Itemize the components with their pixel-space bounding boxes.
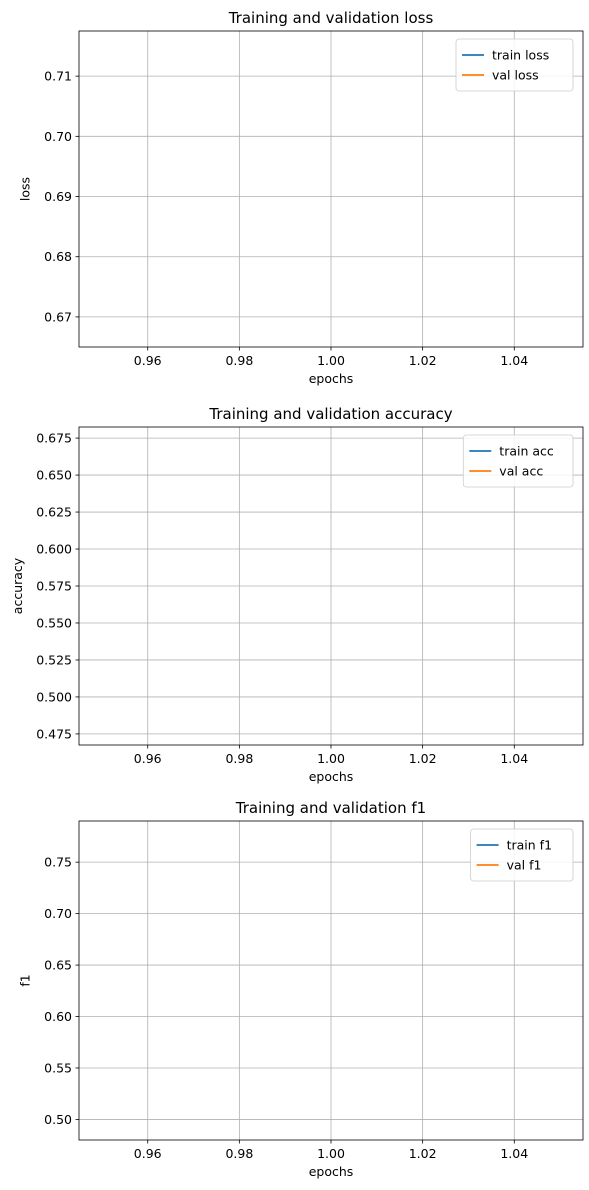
legend-box xyxy=(455,38,574,92)
y-tick-label: 0.50 xyxy=(44,1112,72,1127)
chart-2: 0.96 0.98 1.00 1.02 1.04 0.50 0.55 0.60 0.65 0.70… xyxy=(17,799,584,1179)
x-tick-label: 1.04 xyxy=(500,1146,528,1161)
legend-label-1: val acc xyxy=(499,464,543,479)
x-tick-label: 0.96 xyxy=(134,353,162,368)
x-tick-label: 1.00 xyxy=(317,353,345,368)
legend-label-0: train f1 xyxy=(507,838,552,853)
y-tick-label: 0.675 xyxy=(36,431,72,446)
y-tick-label: 0.475 xyxy=(36,726,72,741)
x-tick-label: 0.98 xyxy=(225,751,253,766)
x-axis-label: epochs xyxy=(309,1164,354,1179)
x-tick-label: 1.02 xyxy=(409,1146,437,1161)
x-tick-label: 0.96 xyxy=(134,751,162,766)
x-tick-label: 0.98 xyxy=(225,1146,253,1161)
legend: train f1 val f1 xyxy=(470,828,574,882)
y-tick-label: 0.70 xyxy=(44,129,72,144)
chart-0: 0.96 0.98 1.00 1.02 1.04 0.67 0.68 0.69 0.70 0.71… xyxy=(17,9,584,386)
y-tick-label: 0.71 xyxy=(44,69,72,84)
chart-title: Training and validation loss xyxy=(228,9,434,27)
x-tick-label: 1.04 xyxy=(500,353,528,368)
x-tick-label: 1.00 xyxy=(317,751,345,766)
chart-1: 0.96 0.98 1.00 1.02 1.04 0.475 0.500 0.525 0.550… xyxy=(10,405,584,784)
legend: train acc val acc xyxy=(462,434,574,488)
y-tick-label: 0.69 xyxy=(44,189,72,204)
y-tick-label: 0.525 xyxy=(36,652,72,667)
legend-label-0: train acc xyxy=(499,444,554,459)
y-tick-label: 0.600 xyxy=(36,542,72,557)
y-tick-label: 0.55 xyxy=(44,1060,72,1075)
x-tick-label: 1.00 xyxy=(317,1146,345,1161)
x-tick-label: 0.98 xyxy=(225,353,253,368)
y-tick-label: 0.650 xyxy=(36,468,72,483)
y-tick-label: 0.550 xyxy=(36,615,72,630)
x-axis-label: epochs xyxy=(309,371,354,386)
y-tick-label: 0.68 xyxy=(44,249,72,264)
y-tick-label: 0.60 xyxy=(44,1009,72,1024)
legend-box xyxy=(462,434,574,488)
y-axis-label: f1 xyxy=(17,974,32,986)
y-tick-label: 0.575 xyxy=(36,579,72,594)
legend-label-1: val loss xyxy=(492,68,539,83)
legend-label-1: val f1 xyxy=(507,858,542,873)
y-axis-label: accuracy xyxy=(10,557,25,614)
chart-title: Training and validation f1 xyxy=(235,799,426,817)
legend-box xyxy=(470,828,574,882)
x-tick-label: 1.02 xyxy=(409,751,437,766)
y-tick-label: 0.625 xyxy=(36,505,72,520)
x-tick-label: 1.04 xyxy=(500,751,528,766)
chart-title: Training and validation accuracy xyxy=(208,405,452,423)
y-tick-label: 0.75 xyxy=(44,855,72,870)
y-tick-label: 0.67 xyxy=(44,309,72,324)
x-tick-label: 0.96 xyxy=(134,1146,162,1161)
y-tick-label: 0.500 xyxy=(36,689,72,704)
y-tick-label: 0.70 xyxy=(44,906,72,921)
legend-label-0: train loss xyxy=(492,48,549,63)
x-tick-label: 1.02 xyxy=(409,353,437,368)
x-axis-label: epochs xyxy=(309,769,354,784)
y-tick-label: 0.65 xyxy=(44,958,72,973)
y-axis-label: loss xyxy=(17,177,32,201)
legend: train loss val loss xyxy=(455,38,574,92)
